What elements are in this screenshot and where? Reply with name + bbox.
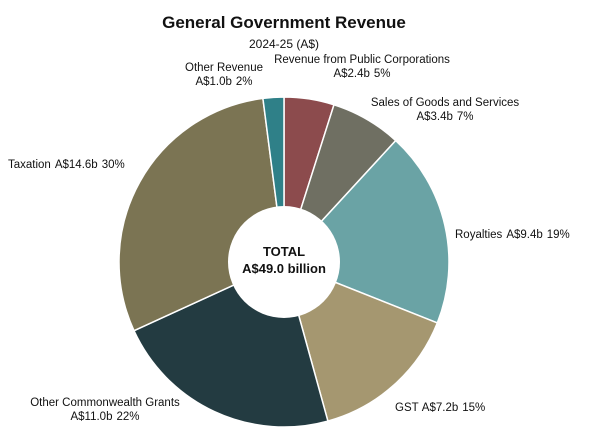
category-label: Revenue from Public Corporations xyxy=(274,54,450,66)
slice-label: Royalties A$9.4b 19% xyxy=(455,229,570,241)
value-label: A$2.4b xyxy=(333,68,369,80)
value-label: A$11.0b xyxy=(70,411,112,423)
value-label: A$9.4b xyxy=(506,229,542,241)
slice-label: Taxation A$14.6b 30% xyxy=(8,159,125,171)
percent-label: 7% xyxy=(457,111,474,123)
chart-subtitle: 2024-25 (A$) xyxy=(249,37,319,51)
slice-label: GST A$7.2b 15% xyxy=(395,402,485,414)
chart-title: General Government Revenue xyxy=(162,13,406,32)
slice-label: Other Commonwealth Grants A$11.0b 22% xyxy=(30,397,180,423)
center-label: TOTAL xyxy=(263,244,305,259)
percent-label: 2% xyxy=(236,76,253,88)
category-label: Other Commonwealth Grants xyxy=(30,397,180,409)
value-label: A$7.2b xyxy=(422,402,458,414)
category-label: GST xyxy=(395,402,419,414)
value-label: A$14.6b xyxy=(55,159,98,171)
percent-label: 19% xyxy=(547,229,570,241)
category-label: Taxation xyxy=(8,159,51,171)
slice-label: Other Revenue A$1.0b 2% xyxy=(185,62,263,88)
slice-label: Revenue from Public Corporations A$2.4b 5% xyxy=(274,54,450,80)
percent-label: 15% xyxy=(462,402,485,414)
value-label: A$1.0b xyxy=(195,76,231,88)
category-label: Sales of Goods and Services xyxy=(371,97,520,109)
percent-label: 30% xyxy=(102,159,125,171)
category-label: Royalties xyxy=(455,229,503,241)
center-label: A$49.0 billion xyxy=(242,261,326,276)
percent-label: 5% xyxy=(374,68,391,80)
value-label: A$3.4b xyxy=(416,111,452,123)
slice-label: Sales of Goods and Services A$3.4b 7% xyxy=(371,97,520,123)
donut-hole xyxy=(228,206,340,318)
percent-label: 22% xyxy=(116,411,139,423)
category-label: Other Revenue xyxy=(185,62,263,74)
